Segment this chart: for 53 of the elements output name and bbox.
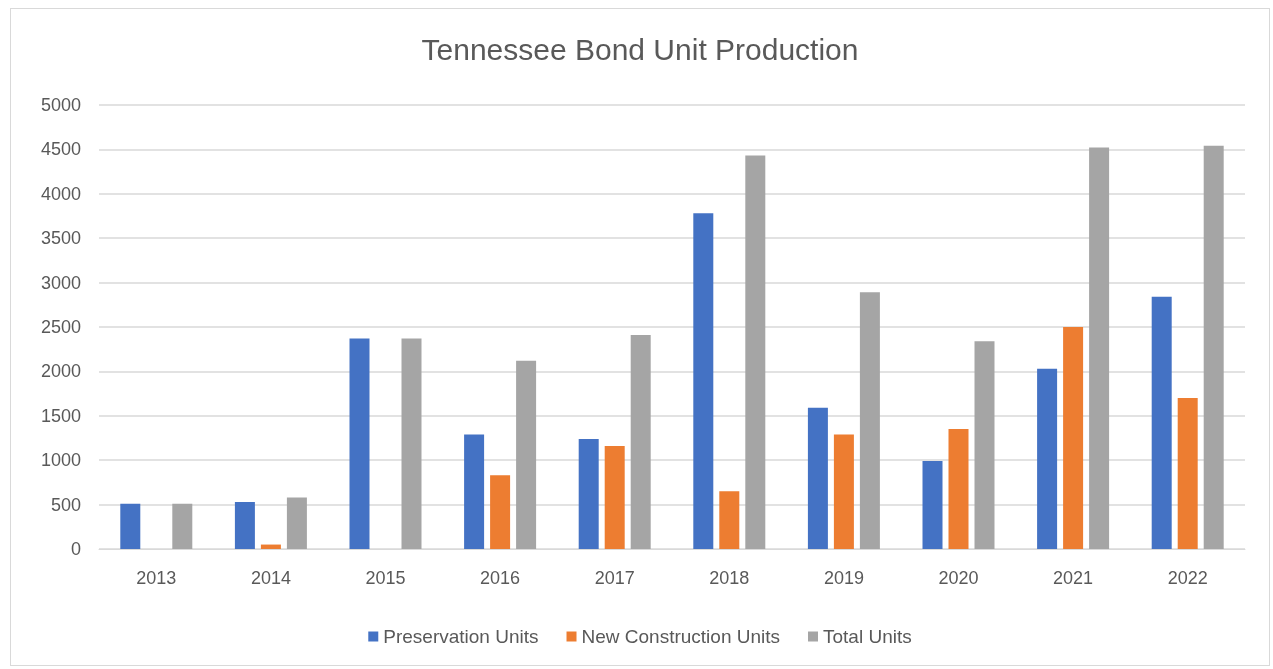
legend-label: Total Units — [823, 626, 912, 647]
bar — [401, 338, 422, 549]
x-tick-label: 2022 — [1167, 568, 1208, 588]
bar — [833, 434, 854, 549]
bar — [1089, 147, 1110, 549]
bar — [1177, 398, 1198, 549]
bar — [745, 155, 766, 549]
bar — [1151, 296, 1172, 549]
bar — [120, 503, 141, 549]
bar — [260, 544, 281, 549]
bar — [604, 445, 625, 549]
bar — [1037, 368, 1058, 549]
x-tick-label: 2013 — [136, 568, 177, 588]
legend-label: Preservation Units — [383, 626, 539, 647]
chart-title: Tennessee Bond Unit Production — [421, 32, 859, 66]
bar — [719, 491, 740, 549]
bar — [807, 407, 828, 549]
bar — [464, 434, 485, 549]
bar — [1203, 145, 1224, 549]
y-tick-label: 2500 — [40, 317, 81, 337]
bar — [234, 501, 255, 549]
x-tick-label: 2020 — [938, 568, 979, 588]
y-tick-label: 3000 — [40, 272, 81, 293]
y-tick-label: 2000 — [40, 361, 81, 382]
y-tick-label: 5000 — [40, 95, 81, 115]
y-tick-label: 0 — [70, 539, 81, 559]
bar — [516, 360, 537, 549]
bar — [172, 503, 193, 549]
bar — [974, 341, 995, 549]
y-tick-label: 3500 — [40, 228, 81, 249]
bar — [630, 334, 651, 549]
y-tick-label: 4000 — [40, 183, 81, 204]
y-tick-label: 1000 — [40, 450, 81, 471]
bar — [693, 213, 714, 549]
legend-label: New Construction Units — [581, 626, 781, 647]
x-tick-label: 2015 — [365, 568, 406, 588]
bar — [349, 338, 370, 549]
bar — [1063, 327, 1084, 549]
y-tick-label: 500 — [50, 494, 81, 515]
bar — [578, 438, 599, 549]
bar — [490, 475, 511, 549]
y-tick-label: 4500 — [40, 139, 81, 160]
bar — [859, 292, 880, 549]
bar — [286, 497, 307, 549]
x-tick-label: 2018 — [709, 568, 750, 588]
x-tick-label: 2014 — [250, 568, 291, 588]
x-tick-label: 2016 — [480, 568, 521, 588]
x-tick-label: 2017 — [594, 568, 635, 588]
bar — [948, 429, 969, 549]
y-tick-label: 1500 — [40, 405, 81, 426]
bar — [922, 461, 943, 549]
x-tick-label: 2019 — [823, 568, 864, 588]
x-tick-label: 2021 — [1053, 568, 1094, 588]
